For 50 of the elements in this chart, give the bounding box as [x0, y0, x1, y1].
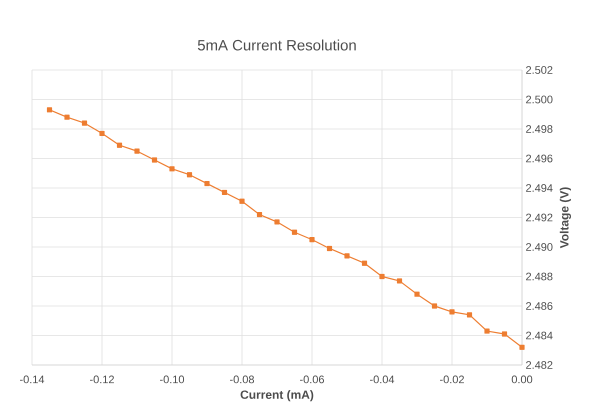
point [344, 253, 350, 258]
point [519, 344, 525, 350]
y-tick-label: 2.490 [526, 243, 553, 251]
y-axis-title: Voltage (V) [560, 187, 571, 248]
point [64, 114, 70, 120]
point [256, 212, 262, 218]
x-tick-label: -0.12 [90, 376, 114, 384]
point [466, 312, 472, 318]
y-tick-label: 2.482 [526, 361, 552, 369]
x-tick-label: -0.02 [440, 376, 464, 384]
point [379, 274, 385, 280]
y-tick-label: 2.492 [526, 214, 552, 222]
y-tick-label: 2.500 [526, 96, 553, 104]
x-tick-label: -0.08 [230, 376, 254, 384]
y-tick-label: 2.488 [526, 272, 552, 280]
point [326, 246, 332, 252]
point [46, 107, 52, 112]
y-tick-label: 2.484 [526, 332, 553, 340]
point [502, 331, 508, 337]
x-tick-label: -0.10 [160, 376, 184, 384]
y-tick-label: 2.494 [526, 184, 553, 192]
point [169, 166, 175, 172]
point [134, 148, 140, 154]
point [222, 190, 228, 196]
point [396, 278, 402, 284]
point [274, 219, 280, 225]
point [292, 230, 298, 235]
x-tick-label: -0.14 [20, 376, 44, 384]
point [432, 303, 438, 309]
point [186, 172, 192, 178]
point [152, 157, 158, 163]
x-axis-title: Current (mA) [240, 390, 314, 402]
chart-title: 5mA Current Resolution [198, 40, 356, 50]
x-tick-label: -0.06 [300, 376, 324, 384]
y-tick-label: 2.496 [526, 154, 552, 162]
point [116, 142, 122, 148]
y-tick-label: 2.498 [526, 125, 552, 133]
y-tick-label: 2.502 [526, 66, 552, 74]
point [449, 309, 455, 314]
point [362, 260, 368, 266]
x-tick-label: -0.04 [370, 376, 394, 384]
point [239, 198, 245, 204]
point [99, 130, 105, 136]
point [204, 180, 210, 186]
point [309, 237, 315, 242]
x-tick-label: 0.00 [512, 376, 532, 384]
point [414, 292, 420, 297]
point [82, 120, 88, 126]
point [484, 328, 490, 334]
y-tick-label: 2.486 [526, 302, 552, 310]
